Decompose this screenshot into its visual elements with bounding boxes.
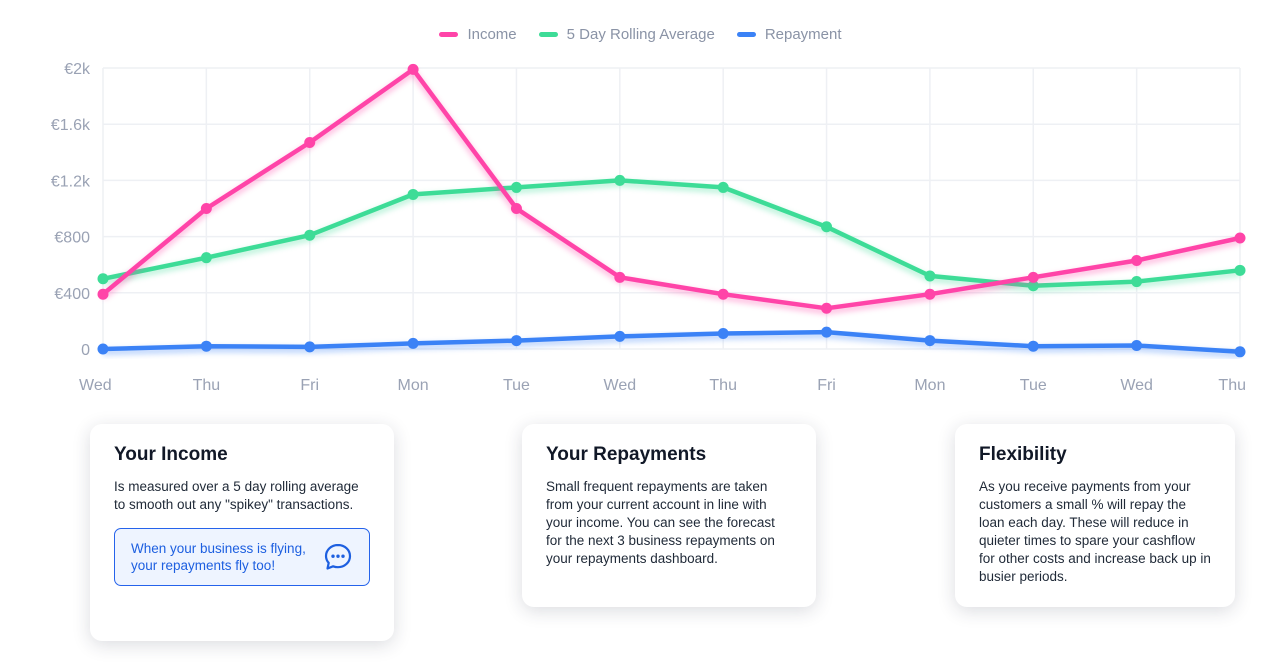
data-point-5-day-rolling-average — [1131, 276, 1143, 288]
data-point-5-day-rolling-average — [200, 252, 212, 264]
series-line-income — [100, 67, 1243, 311]
chat-bubble-icon — [323, 542, 353, 572]
data-point-5-day-rolling-average — [614, 174, 626, 186]
legend-item-repayment[interactable]: Repayment — [736, 26, 842, 43]
data-point-5-day-rolling-average — [924, 270, 936, 282]
data-point-5-day-rolling-average — [821, 221, 833, 233]
income-callout: When your business is flying, your repay… — [114, 528, 370, 586]
series-line-5-day-rolling-average — [100, 178, 1243, 289]
data-point-income — [821, 302, 833, 314]
x-tick-label: Thu — [1218, 377, 1246, 394]
data-point-income — [97, 288, 109, 300]
y-tick-label: €1.2k — [51, 173, 91, 190]
y-tick-label: €800 — [54, 230, 90, 247]
x-tick-label: Thu — [193, 377, 221, 394]
income-card: Your Income Is measured over a 5 day rol… — [90, 424, 394, 641]
data-point-repayment — [200, 340, 212, 352]
y-tick-label: €400 — [54, 286, 90, 303]
legend-label-rolling-average: 5 Day Rolling Average — [566, 26, 715, 43]
data-point-income — [717, 288, 729, 300]
data-point-repayment — [614, 330, 626, 342]
data-point-repayment — [924, 335, 936, 347]
data-point-income — [1131, 254, 1143, 266]
legend-item-rolling-average[interactable]: 5 Day Rolling Average — [538, 26, 715, 43]
flexibility-card: Flexibility As you receive payments from… — [955, 424, 1235, 607]
data-point-income — [510, 203, 522, 214]
data-point-income — [614, 271, 626, 283]
series-line-repayment — [100, 329, 1243, 355]
legend-swatch-repayment — [736, 32, 756, 37]
legend-item-income[interactable]: Income — [439, 26, 517, 43]
data-point-repayment — [1234, 346, 1246, 358]
series-glow-5-day-rolling-average — [102, 180, 1241, 292]
repayments-card: Your Repayments Small frequent repayment… — [522, 424, 816, 607]
data-point-income — [924, 288, 936, 300]
x-tick-label: Thu — [709, 377, 737, 394]
y-tick-label: 0 — [81, 342, 90, 359]
x-tick-label: Tue — [1020, 377, 1047, 394]
data-point-repayment — [97, 343, 109, 355]
data-point-repayment — [304, 341, 316, 353]
x-tick-label: Fri — [300, 377, 319, 394]
x-tick-label: Wed — [79, 377, 112, 394]
legend-label-repayment: Repayment — [764, 26, 842, 43]
data-point-repayment — [717, 328, 729, 340]
flexibility-card-body: As you receive payments from your custom… — [979, 479, 1211, 584]
x-tick-label: Mon — [914, 377, 945, 394]
data-point-income — [304, 136, 316, 148]
data-point-5-day-rolling-average — [407, 188, 419, 200]
legend-label-income: Income — [467, 26, 517, 43]
data-point-income — [1027, 271, 1039, 283]
series-glow-income — [101, 68, 1241, 315]
y-tick-label: €2k — [64, 61, 91, 78]
data-point-repayment — [821, 326, 833, 338]
data-point-5-day-rolling-average — [304, 229, 316, 241]
data-point-income — [200, 203, 212, 214]
data-point-5-day-rolling-average — [510, 181, 522, 193]
data-point-5-day-rolling-average — [717, 181, 729, 193]
repayments-card-body: Small frequent repayments are taken from… — [546, 479, 775, 566]
income-card-body: Is measured over a 5 day rolling average… — [114, 479, 359, 512]
data-point-income — [407, 63, 419, 75]
series-glow-repayment — [102, 332, 1241, 358]
data-point-income — [1234, 232, 1246, 244]
data-point-repayment — [510, 335, 522, 347]
data-point-repayment — [1027, 340, 1039, 352]
y-tick-label: €1.6k — [51, 117, 91, 134]
data-point-5-day-rolling-average — [1234, 264, 1246, 276]
x-tick-label: Mon — [398, 377, 429, 394]
data-point-5-day-rolling-average — [97, 273, 109, 285]
income-card-title: Your Income — [114, 444, 228, 465]
x-tick-label: Wed — [604, 377, 637, 394]
x-tick-label: Tue — [503, 377, 530, 394]
x-tick-label: Fri — [817, 377, 836, 394]
repayments-card-title: Your Repayments — [546, 444, 707, 465]
line-chart: €2k €1.6k €1.2k €800 €400 0 Wed Thu Fri Mon Tue Wed… — [51, 61, 1246, 394]
flexibility-card-title: Flexibility — [979, 444, 1067, 465]
data-point-repayment — [1131, 339, 1143, 351]
data-point-repayment — [407, 337, 419, 349]
x-tick-label: Wed — [1120, 377, 1153, 394]
legend-swatch-income — [439, 32, 459, 37]
income-callout-text: When your business is flying, your repay… — [131, 541, 306, 573]
chart-legend: Income 5 Day Rolling Average Repayment — [0, 26, 1281, 43]
legend-swatch-rolling-average — [538, 32, 558, 37]
